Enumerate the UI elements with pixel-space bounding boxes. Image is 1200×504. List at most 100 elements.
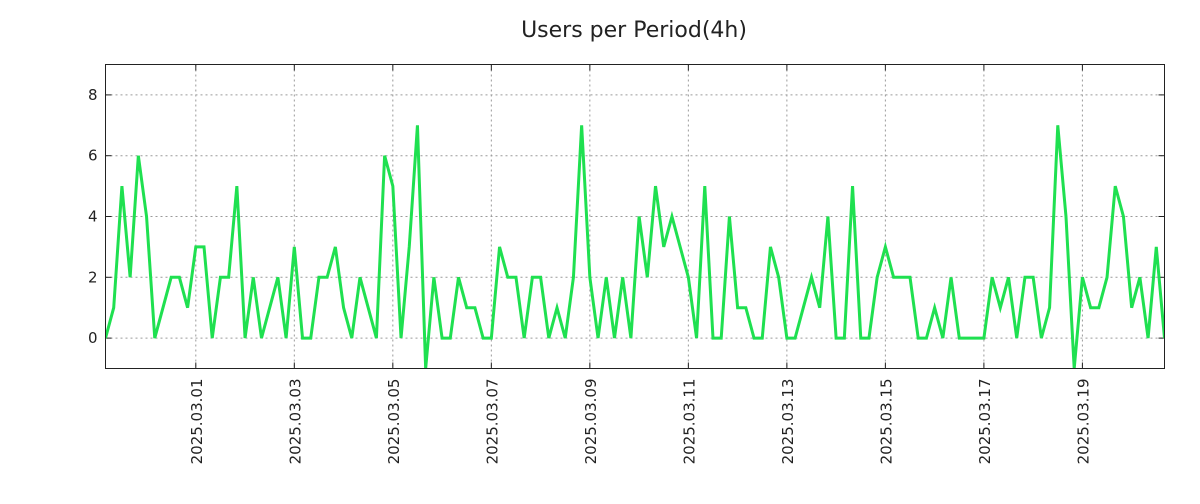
data-point: [146, 216, 148, 218]
data-point: [540, 276, 542, 278]
x-tick-label: 2025.03.09: [582, 379, 600, 465]
data-point: [638, 216, 640, 218]
data-point: [1131, 307, 1133, 309]
data-point: [925, 337, 927, 339]
data-point: [293, 246, 295, 248]
data-point: [646, 276, 648, 278]
data-point: [285, 337, 287, 339]
data-point: [482, 337, 484, 339]
data-point: [1032, 276, 1034, 278]
data-point: [1065, 216, 1067, 218]
data-point: [1147, 337, 1149, 339]
grid-layer: [105, 64, 1165, 369]
data-point: [384, 155, 386, 157]
data-point: [121, 185, 123, 187]
data-point: [581, 124, 583, 126]
data-point: [852, 185, 854, 187]
data-point: [876, 276, 878, 278]
data-point: [556, 307, 558, 309]
data-point: [449, 337, 451, 339]
data-point: [934, 307, 936, 309]
data-point: [252, 276, 254, 278]
data-point: [778, 276, 780, 278]
data-point: [507, 276, 509, 278]
data-point: [704, 185, 706, 187]
data-point: [622, 276, 624, 278]
data-point: [794, 337, 796, 339]
chart-title: Users per Period(4h): [521, 18, 747, 43]
data-point: [1106, 276, 1108, 278]
data-point: [663, 246, 665, 248]
data-point: [392, 185, 394, 187]
data-point: [868, 337, 870, 339]
data-point: [901, 276, 903, 278]
data-point: [433, 276, 435, 278]
data-point: [975, 337, 977, 339]
data-point: [195, 246, 197, 248]
data-point: [277, 276, 279, 278]
data-point: [827, 216, 829, 218]
data-point: [1040, 337, 1042, 339]
axis-layer: 0 2 4 6 8 2025.03.01 2025.03.03 2025.03.05 2025.…: [88, 64, 1165, 465]
data-point: [802, 307, 804, 309]
data-point: [753, 337, 755, 339]
data-point: [728, 216, 730, 218]
data-point: [170, 276, 172, 278]
data-point: [958, 337, 960, 339]
data-point: [819, 307, 821, 309]
data-point: [523, 337, 525, 339]
data-point: [318, 276, 320, 278]
x-tick-label: 2025.03.11: [680, 379, 698, 465]
data-point: [737, 307, 739, 309]
data-point: [589, 276, 591, 278]
x-tick-label: 2025.03.05: [385, 379, 403, 465]
data-point: [769, 246, 771, 248]
data-point: [860, 337, 862, 339]
data-point: [548, 337, 550, 339]
data-point: [244, 337, 246, 339]
data-point: [564, 337, 566, 339]
data-point: [605, 276, 607, 278]
y-tick-label: 8: [88, 86, 98, 104]
data-point: [1008, 276, 1010, 278]
data-point: [1024, 276, 1026, 278]
data-point: [950, 276, 952, 278]
data-point: [187, 307, 189, 309]
data-point: [441, 337, 443, 339]
data-point: [490, 337, 492, 339]
data-point: [786, 337, 788, 339]
data-point: [466, 307, 468, 309]
data-point: [917, 337, 919, 339]
data-point: [884, 246, 886, 248]
data-point: [843, 337, 845, 339]
data-point: [1114, 185, 1116, 187]
data-point: [137, 155, 139, 157]
data-point: [458, 276, 460, 278]
data-point: [302, 337, 304, 339]
x-tick-label: 2025.03.19: [1074, 379, 1092, 465]
data-point: [154, 337, 156, 339]
data-point: [712, 337, 714, 339]
x-tick-label: 2025.03.03: [286, 379, 304, 465]
data-point: [991, 276, 993, 278]
data-point: [236, 185, 238, 187]
data-point: [474, 307, 476, 309]
data-point: [597, 337, 599, 339]
y-tick-label: 4: [88, 208, 98, 226]
data-point: [720, 337, 722, 339]
data-point: [351, 337, 353, 339]
series-line-users: [105, 125, 1165, 369]
data-point: [613, 337, 615, 339]
data-point: [211, 337, 213, 339]
data-point: [745, 307, 747, 309]
data-point: [1081, 276, 1083, 278]
data-point: [515, 276, 517, 278]
data-point: [909, 276, 911, 278]
data-point: [696, 337, 698, 339]
data-point: [408, 246, 410, 248]
data-point: [893, 276, 895, 278]
data-point: [162, 307, 164, 309]
data-point: [630, 337, 632, 339]
data-point: [671, 216, 673, 218]
